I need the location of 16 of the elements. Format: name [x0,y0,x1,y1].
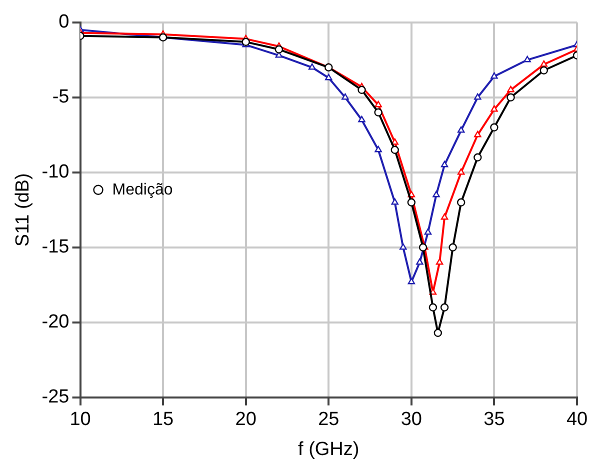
x-tick-label: 35 [484,409,505,430]
x-tick-label: 40 [566,409,588,430]
x-tick-label: 30 [400,409,422,430]
x-tick-label: 20 [235,409,256,430]
legend-label: Medição [112,181,173,198]
x-axis-title: f (GHz) [298,438,360,460]
y-tick-label: 0 [58,12,70,33]
x-tick-label: 15 [152,409,174,430]
y-tick-label: -20 [42,312,70,333]
x-tick-label: 10 [70,409,91,430]
y-tick-label: -15 [42,236,70,258]
y-axis-title: S11 (dB) [12,173,34,247]
y-tick-label: -25 [42,386,70,408]
x-tick-label: 25 [318,409,340,430]
y-tick-label: -10 [42,162,70,183]
y-tick-label: -5 [52,86,70,108]
